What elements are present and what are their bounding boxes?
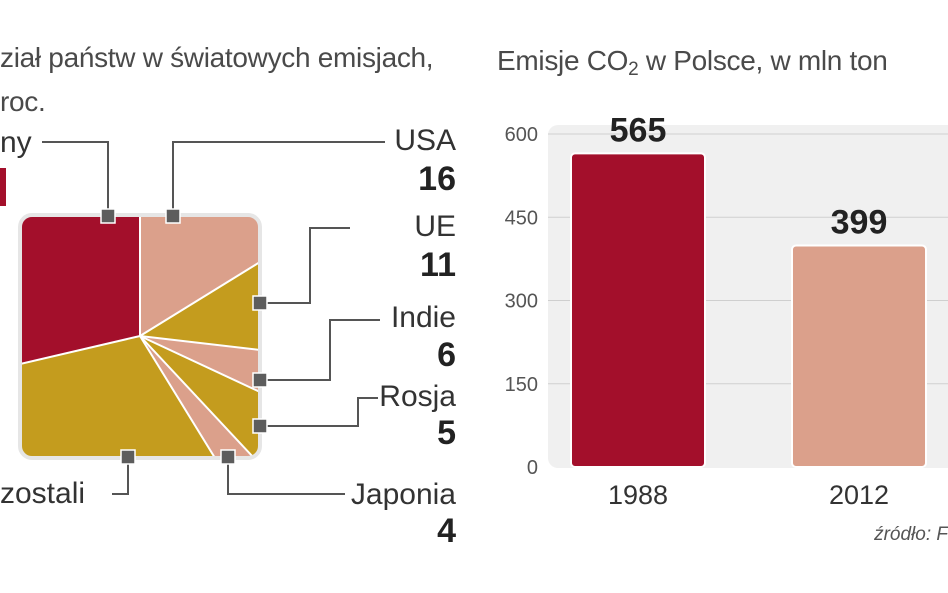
label-rosja-name: Rosja (379, 380, 456, 413)
label-usa-name: USA (394, 124, 456, 157)
label-ue-value: 11 (420, 246, 456, 284)
label-indie-name: Indie (390, 301, 456, 334)
label-top-left: ny (0, 126, 32, 159)
source-note: źródło: F (874, 524, 948, 545)
label-ue-name: UE (414, 210, 456, 243)
label-others: zostali (0, 477, 86, 510)
x-category-label-2012: 2012 (829, 480, 889, 510)
segment-ue (140, 262, 260, 350)
left-chart-title-line1: ział państw w światowych emisjach, (0, 42, 434, 73)
y-tick-label: 0 (527, 457, 538, 479)
leader-markers (100, 208, 268, 465)
bar-title-main: Emisje CO (497, 45, 629, 76)
segment-others (20, 336, 215, 458)
label-indie-value: 6 (437, 336, 456, 374)
segment-usa (140, 215, 260, 336)
bar-chart-title: Emisje CO2 w Polsce, w mln ton (497, 45, 888, 81)
data-label-2012: 399 (831, 204, 888, 242)
label-rosja-value: 5 (437, 414, 456, 452)
y-tick-label: 300 (505, 291, 538, 313)
y-tick-label: 150 (505, 374, 538, 396)
label-japonia-value: 4 (437, 512, 456, 550)
y-axis-ticks: 0 150 300 450 600 (505, 124, 538, 479)
y-tick-label: 600 (505, 124, 538, 146)
segment-dividers (20, 215, 260, 458)
segment-top-left (20, 215, 140, 364)
cut-off-red-value (0, 168, 6, 206)
data-label-1988: 565 (610, 111, 667, 149)
bar-title-subscript: 2 (628, 59, 639, 80)
segment-rosja (140, 336, 260, 458)
label-usa-value: 16 (418, 160, 456, 198)
label-japonia-name: Japonia (350, 478, 456, 511)
y-tick-label: 450 (505, 207, 538, 229)
bar-1988 (570, 152, 706, 469)
left-chart-title-line2: roc. (0, 86, 46, 117)
bars: 565 1988 399 2012 (570, 111, 927, 510)
bar-2012 (791, 244, 927, 468)
x-category-label-1988: 1988 (608, 480, 668, 510)
bar-title-rest: w Polsce, w mln ton (638, 45, 888, 76)
leader-lines (42, 141, 385, 495)
pie-frame (18, 213, 262, 460)
